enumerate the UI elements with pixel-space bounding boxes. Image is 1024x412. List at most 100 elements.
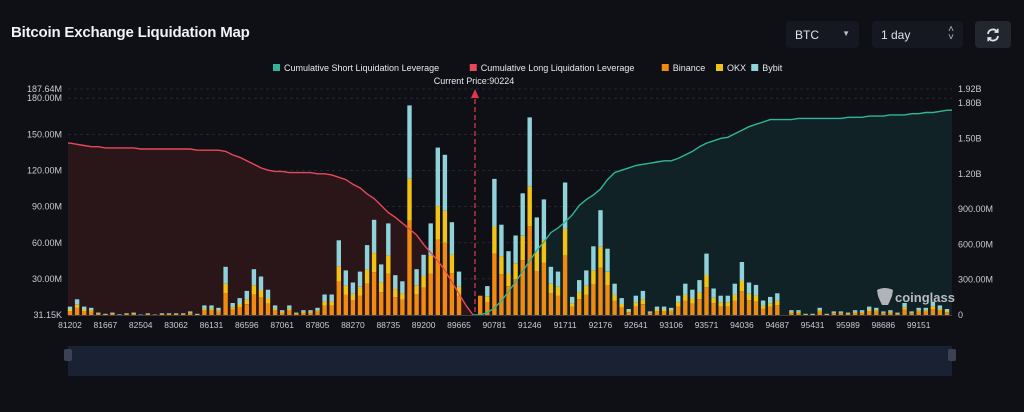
bar-bybit xyxy=(414,269,419,286)
bar-bybit xyxy=(690,289,695,299)
bar-bybit xyxy=(661,306,667,310)
bar-binance xyxy=(456,295,462,315)
bar-bybit xyxy=(577,280,582,293)
bar-bybit xyxy=(810,313,815,315)
bar-okx xyxy=(902,307,907,310)
bar-binance xyxy=(421,287,426,315)
bar-binance xyxy=(697,299,702,315)
legend-swatch xyxy=(273,64,280,71)
right-axis-tick-label: 900.00M xyxy=(958,204,993,214)
bar-binance xyxy=(124,314,129,315)
bar-okx xyxy=(428,255,433,274)
coinglass-logo-icon xyxy=(877,288,893,305)
left-axis-tick-label: 120.00M xyxy=(27,165,62,175)
bar-bybit xyxy=(888,310,893,312)
bar-okx xyxy=(690,298,695,304)
bar-bybit xyxy=(485,286,490,297)
legend-swatch xyxy=(716,64,723,71)
bar-okx xyxy=(527,186,532,227)
bar-binance xyxy=(287,310,292,315)
bar-bybit xyxy=(287,305,292,309)
current-price-arrow-icon xyxy=(471,89,479,98)
bar-bybit xyxy=(138,314,143,316)
bar-bybit xyxy=(96,312,101,314)
left-axis-tick-label: 30.00M xyxy=(32,274,62,284)
symbol-select[interactable]: BTC ▼ xyxy=(786,21,859,48)
bar-binance xyxy=(336,281,341,315)
bar-binance xyxy=(520,260,525,315)
bar-bybit xyxy=(322,294,327,302)
bar-binance xyxy=(74,307,80,315)
bar-okx xyxy=(449,254,455,274)
bar-bybit xyxy=(867,306,872,310)
bar-binance xyxy=(612,300,617,315)
bar-okx xyxy=(867,309,872,312)
bar-binance xyxy=(499,274,504,315)
bar-bybit xyxy=(796,310,801,312)
bar-bybit xyxy=(520,193,525,236)
bar-binance xyxy=(251,294,257,315)
bar-okx xyxy=(831,312,836,314)
bar-okx xyxy=(124,313,129,315)
bar-okx xyxy=(852,311,858,313)
x-axis-tick-label: 81202 xyxy=(58,320,82,330)
bar-bybit xyxy=(386,223,391,256)
bar-binance xyxy=(442,242,448,315)
bar-bybit xyxy=(541,199,547,240)
bar-bybit xyxy=(67,306,73,310)
bar-binance xyxy=(506,286,511,315)
bar-okx xyxy=(570,303,575,307)
bar-okx xyxy=(739,280,745,292)
data-zoom-slider[interactable] xyxy=(68,346,952,376)
symbol-select-value: BTC xyxy=(795,28,819,42)
bar-binance xyxy=(435,239,440,315)
range-select[interactable]: 1 day ˄ ˅ xyxy=(872,21,963,48)
bar-okx xyxy=(768,303,773,307)
bar-okx xyxy=(838,312,844,314)
bar-binance xyxy=(704,287,709,315)
bar-binance xyxy=(768,306,773,315)
bar-okx xyxy=(824,314,829,315)
bar-okx xyxy=(697,292,702,300)
bar-okx xyxy=(895,313,900,314)
bar-bybit xyxy=(909,311,914,313)
bar-okx xyxy=(704,275,709,288)
bar-bybit xyxy=(209,305,214,309)
bar-bybit xyxy=(244,290,249,300)
bar-okx xyxy=(209,308,214,311)
bar-bybit xyxy=(562,182,568,229)
zoom-handle-left[interactable] xyxy=(64,349,72,361)
bar-binance xyxy=(449,273,455,315)
refresh-button[interactable] xyxy=(975,21,1011,48)
bar-okx xyxy=(810,314,815,315)
zoom-handle-right[interactable] xyxy=(948,349,956,361)
bar-okx xyxy=(874,310,879,312)
bar-binance xyxy=(364,283,370,315)
x-axis-tick-label: 81667 xyxy=(94,320,118,330)
left-axis-tick-label: 60.00M xyxy=(32,238,62,248)
x-axis-tick-label: 93571 xyxy=(695,320,719,330)
bar-okx xyxy=(612,294,617,301)
bar-bybit xyxy=(654,306,660,310)
bar-okx xyxy=(230,307,235,310)
bar-bybit xyxy=(110,312,115,314)
bar-binance xyxy=(343,294,348,315)
bar-okx xyxy=(308,311,313,313)
x-axis-tick-label: 94687 xyxy=(765,320,789,330)
bar-okx xyxy=(817,310,822,312)
bar-binance xyxy=(598,267,603,315)
bar-bybit xyxy=(237,298,242,304)
bar-bybit xyxy=(280,310,285,312)
x-axis-tick-label: 83062 xyxy=(164,320,188,330)
bar-bybit xyxy=(435,147,440,207)
bar-binance xyxy=(859,312,865,315)
x-axis-tick-label: 88270 xyxy=(341,320,365,330)
bar-okx xyxy=(676,302,681,307)
x-axis-tick-label: 90781 xyxy=(483,320,507,330)
bar-binance xyxy=(874,311,879,315)
bar-okx xyxy=(683,294,688,301)
bar-okx xyxy=(944,311,950,313)
bar-bybit xyxy=(838,311,844,313)
bar-binance xyxy=(570,306,575,315)
bar-binance xyxy=(888,312,893,315)
